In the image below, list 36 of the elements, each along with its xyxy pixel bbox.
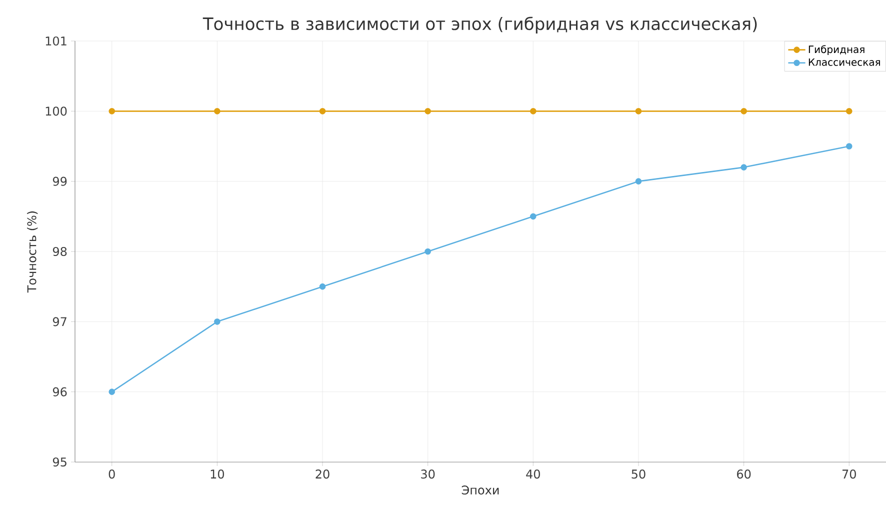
legend-label: Классическая [808,58,880,66]
y-tick-label: 98 [52,246,67,256]
legend-label: Гибридная [808,45,864,56]
x-tick-label: 30 [421,470,435,479]
point [530,213,536,220]
point [740,108,747,114]
point [214,318,220,325]
x-tick-label: 40 [526,470,540,479]
y-tick-label: 100 [46,106,67,116]
point [846,108,852,114]
point [424,108,431,114]
y-tick-label: 95 [52,457,66,467]
point [108,388,116,395]
point [214,108,220,114]
point [530,108,536,114]
point [846,143,852,150]
x-tick-label: 70 [842,470,856,479]
y-axis-title: Точность (%) [27,211,38,293]
point [424,248,431,255]
point [740,164,747,170]
y-tick-label: 99 [52,176,67,186]
x-tick-label: 20 [316,470,330,479]
point [635,178,642,184]
x-tick-label: 60 [737,470,751,479]
y-tick-label: 97 [52,317,66,326]
y-tick-label: 101 [46,36,66,46]
x-tick-label: 10 [210,470,224,479]
x-axis-title: Эпохи [462,485,499,495]
x-tick-label: 0 [108,470,115,479]
point [319,283,326,290]
point [108,108,116,114]
chart-title: Точность в зависимости от эпох (гибридная vs классическая) [202,16,757,34]
point [635,108,642,114]
x-tick-label: 50 [632,470,646,479]
y-tick-label: 96 [52,387,67,396]
point [319,108,326,114]
